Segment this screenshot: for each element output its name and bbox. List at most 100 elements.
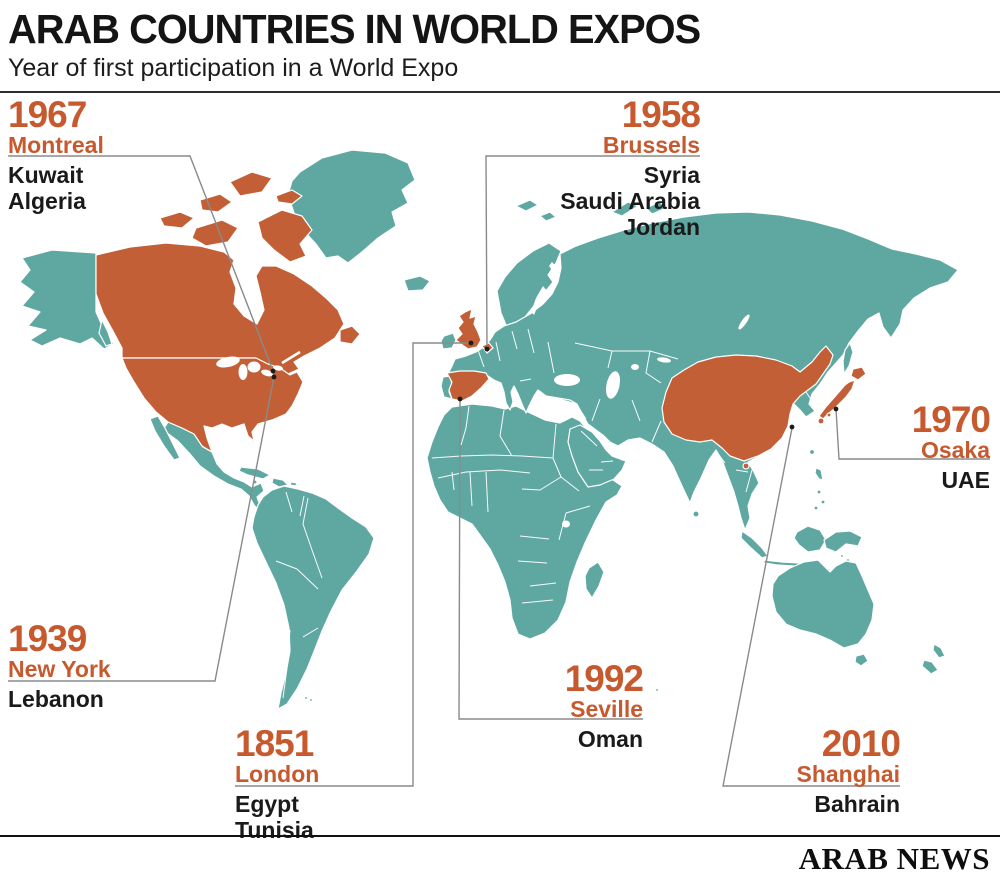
map-gulf-of-bothnia	[531, 286, 547, 315]
leader-lines	[8, 155, 990, 787]
map-madagascar	[584, 561, 605, 599]
leader-line-2010	[722, 427, 900, 787]
annotation-1970-osaka: 1970 Osaka UAE	[911, 399, 991, 493]
country-label: Oman	[577, 726, 643, 752]
map-sakhalin	[842, 342, 854, 375]
map-bc-islands	[98, 319, 113, 347]
map-japan-shikoku	[826, 412, 832, 418]
expo-city: Seville	[570, 696, 643, 722]
map-falklands	[303, 695, 309, 701]
city-marker-shanghai	[789, 424, 795, 430]
expo-year: 1851	[235, 723, 314, 764]
map-arabian-peninsula	[567, 424, 627, 488]
map-lake-huron	[247, 361, 261, 373]
annotation-1939-new-york: 1939 New York Lebanon	[8, 620, 111, 712]
map-newfoundland	[339, 325, 361, 345]
country-label: Algeria	[8, 188, 86, 214]
country-label: Jordan	[623, 214, 700, 240]
annotation-1851-london: 1851 London Egypt Tunisia	[235, 723, 320, 843]
map-lake-ontario	[273, 365, 283, 371]
country-list: UAE	[912, 467, 990, 493]
expo-year: 1970	[911, 399, 991, 440]
map-new-zealand-south	[921, 659, 939, 675]
expo-city: London	[235, 761, 320, 787]
map-iceland	[403, 275, 431, 292]
city-marker-new-york	[271, 374, 277, 380]
city-marker-montreal	[270, 368, 276, 374]
map-south-america	[251, 485, 375, 710]
map-australia	[771, 559, 875, 649]
map-moluccas	[839, 553, 845, 559]
country-list: Oman	[565, 726, 643, 752]
country-label: Lebanon	[8, 686, 104, 712]
map-alaska	[19, 249, 115, 350]
leader-line-1992	[458, 399, 643, 720]
country-list: Egypt Tunisia	[235, 791, 319, 843]
expo-year: 2010	[821, 723, 901, 764]
expo-year: 1967	[8, 94, 87, 135]
map-white-sea	[549, 262, 559, 273]
map-country-borders	[275, 328, 813, 699]
expo-city: Osaka	[920, 437, 990, 463]
map-greenland	[287, 149, 416, 264]
map-spain	[446, 370, 490, 402]
map-st-lawrence	[281, 350, 301, 365]
map-africa	[426, 403, 623, 640]
map-baja	[149, 415, 181, 461]
map-lake-balkhash	[657, 357, 671, 363]
country-label: Bahrain	[814, 791, 900, 817]
map-borneo	[793, 525, 827, 553]
city-marker-brussels	[484, 346, 490, 352]
map-falklands-2	[308, 697, 314, 703]
map-lake-michigan	[238, 364, 248, 380]
city-markers	[270, 340, 839, 430]
map-puerto-rico	[289, 481, 298, 487]
leader-line-1939	[8, 376, 275, 682]
annotation-1992-seville: 1992 Seville Oman	[564, 658, 644, 752]
map-aral-sea	[631, 364, 639, 370]
map-philippines-3	[820, 499, 826, 505]
city-marker-osaka	[833, 406, 839, 412]
map-new-guinea	[823, 530, 863, 553]
map-tasmania	[854, 653, 869, 667]
map-japan-kyushu	[817, 417, 825, 425]
footer-divider	[0, 835, 1000, 837]
map-china	[661, 345, 834, 462]
map-new-zealand-north	[932, 643, 946, 659]
city-marker-london	[468, 340, 474, 346]
map-philippines	[814, 467, 824, 481]
country-label: Egypt	[235, 791, 299, 817]
expo-year: 1992	[564, 658, 644, 699]
country-label: Saudi Arabia	[560, 188, 700, 214]
map-usa	[121, 357, 304, 453]
country-label: UAE	[941, 467, 990, 493]
country-list: Lebanon	[8, 686, 111, 712]
expo-city: Montreal	[8, 132, 104, 158]
country-label: Tunisia	[235, 817, 314, 843]
map-ireland	[440, 332, 457, 350]
country-label: Syria	[643, 162, 700, 188]
country-list: Bahrain	[796, 791, 900, 817]
annotation-1958-brussels: 1958 Brussels Syria Saudi Arabia Jordan	[560, 94, 701, 240]
map-canada	[95, 242, 345, 375]
expo-city: New York	[8, 656, 111, 682]
map-sri-lanka	[692, 510, 700, 518]
map-indian-ocean-island	[654, 687, 660, 693]
expo-year: 1958	[621, 94, 701, 135]
map-caspian-sea	[606, 371, 620, 399]
map-novaya-zemlya	[611, 201, 667, 217]
map-japan-hokkaido	[850, 366, 867, 381]
annotation-1967-montreal: 1967 Montreal Kuwait Algeria	[8, 94, 104, 214]
expo-city: Shanghai	[796, 761, 900, 787]
map-cuba	[238, 466, 271, 480]
leader-line-1958	[485, 155, 700, 349]
header-divider	[0, 91, 1000, 93]
arab-news-logo: ARAB NEWS	[798, 841, 990, 876]
map-hispaniola	[271, 477, 289, 488]
country-label: Kuwait	[8, 162, 84, 188]
city-marker-seville	[457, 396, 463, 402]
page-subtitle: Year of first participation in a World E…	[8, 54, 459, 82]
leader-line-1970	[835, 408, 990, 460]
map-japan-honshu	[818, 379, 856, 420]
